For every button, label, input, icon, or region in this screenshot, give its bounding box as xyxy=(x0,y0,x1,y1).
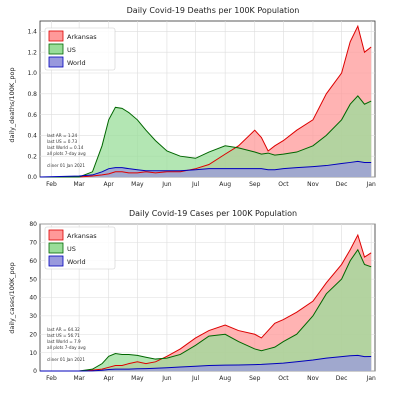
cases-chart-title: Daily Covid-19 Cases per 100K Population xyxy=(129,209,297,218)
deaths-y-tick-label: 0.2 xyxy=(27,153,37,160)
cases-legend-label-arkansas: Arkansas xyxy=(67,232,97,240)
deaths-stats-annotation: last AR = 1.24 last US = 0.73 last World… xyxy=(47,133,86,168)
deaths-area-us xyxy=(40,95,372,177)
deaths-stat-world: last World = 0.14 xyxy=(47,145,84,150)
cases-lines xyxy=(40,233,372,372)
deaths-x-tick-label: Feb xyxy=(46,181,57,188)
cases-credit: cliner 01 Jan 2021 xyxy=(47,357,85,362)
cases-y-tick-label: 20 xyxy=(29,331,37,338)
deaths-legend-label-us: US xyxy=(67,46,76,54)
deaths-stat-note: all plots 7-day avg xyxy=(47,151,86,156)
cases-legend-label-world: World xyxy=(67,258,86,266)
deaths-x-tick-label: Jan xyxy=(366,181,376,188)
deaths-legend-swatch-arkansas xyxy=(48,30,64,42)
cases-x-tick-label: Nov xyxy=(307,375,319,382)
deaths-lines xyxy=(39,24,372,178)
cases-area-world xyxy=(40,355,372,371)
deaths-x-tick-label: Apr xyxy=(104,181,115,188)
deaths-legend-swatch-us xyxy=(48,43,64,55)
cases-legend-swatch-arkansas xyxy=(48,229,64,241)
cases-stat-us: last US = 56.71 xyxy=(47,333,80,338)
deaths-legend-label-arkansas: Arkansas xyxy=(67,33,97,41)
deaths-x-tick-label: Dec xyxy=(336,181,348,188)
deaths-stat-us: last US = 0.73 xyxy=(47,139,77,144)
deaths-area-arkansas xyxy=(40,26,372,178)
deaths-x-tick-label: Oct xyxy=(278,181,289,188)
cases-y-tick-label: 80 xyxy=(29,221,37,228)
cases-x-tick-label: May xyxy=(131,375,144,382)
deaths-y-tick-label: 1.4 xyxy=(27,29,37,36)
deaths-y-axis-label: daily_deaths/100K_pop xyxy=(8,67,16,142)
cases-stat-note: all plots 7-day avg xyxy=(47,345,86,350)
deaths-stat-ar: last AR = 1.24 xyxy=(47,133,77,138)
deaths-y-tick-label: 0.0 xyxy=(27,174,37,181)
deaths-line-world xyxy=(39,160,372,178)
cases-stat-world: last World = 7.9 xyxy=(47,339,81,344)
cases-x-tick-label: Aug xyxy=(219,375,231,382)
cases-y-tick-label: 10 xyxy=(29,350,37,357)
cases-chart: Daily Covid-19 Cases per 100K Population… xyxy=(8,209,376,382)
cases-y-tick-label: 0 xyxy=(33,368,37,375)
cases-stat-ar: last AR = 64.32 xyxy=(47,327,80,332)
deaths-legend: Arkansas US World xyxy=(44,27,116,71)
deaths-x-tick-label: Jul xyxy=(191,181,200,188)
deaths-line-arkansas xyxy=(40,24,372,178)
deaths-x-tick-label: Sep xyxy=(249,181,261,188)
deaths-y-tick-label: 1.2 xyxy=(27,49,37,56)
cases-line-arkansas xyxy=(40,233,372,372)
cases-y-tick-label: 70 xyxy=(29,240,37,247)
cases-x-tick-label: Apr xyxy=(104,375,115,382)
cases-x-tick-label: Oct xyxy=(278,375,289,382)
cases-x-tick-label: Sep xyxy=(249,375,261,382)
cases-y-tick-label: 50 xyxy=(29,276,37,283)
deaths-x-tick-label: Aug xyxy=(219,181,231,188)
cases-y-axis-label: daily_cases/100K_pop xyxy=(8,262,16,333)
cases-areas xyxy=(40,235,372,371)
cases-x-tick-label: Dec xyxy=(336,375,348,382)
cases-y-tick-label: 60 xyxy=(29,258,37,265)
deaths-chart-title: Daily Covid-19 Deaths per 100K Populatio… xyxy=(127,6,300,15)
deaths-x-tick-label: Jun xyxy=(161,181,172,188)
cases-line-world xyxy=(40,354,372,372)
deaths-line-us xyxy=(40,95,372,178)
deaths-x-tick-label: May xyxy=(131,181,144,188)
cases-legend-swatch-us xyxy=(48,242,64,254)
cases-area-us xyxy=(40,249,372,371)
cases-legend: Arkansas US World xyxy=(44,226,116,270)
deaths-legend-swatch-world xyxy=(48,56,64,68)
cases-x-tick-label: Jul xyxy=(191,375,200,382)
cases-x-tick-label: Mar xyxy=(73,375,85,382)
cases-x-tick-label: Feb xyxy=(46,375,57,382)
deaths-credit: cliner 01 Jan 2021 xyxy=(47,163,85,168)
cases-area-arkansas xyxy=(40,235,372,371)
cases-y-tick-label: 30 xyxy=(29,313,37,320)
deaths-x-tick-label: Mar xyxy=(73,181,85,188)
cases-legend-label-us: US xyxy=(67,245,76,253)
cases-line-us xyxy=(40,248,372,372)
deaths-y-tick-label: 0.4 xyxy=(27,133,37,140)
cases-x-tick-label: Jun xyxy=(161,375,172,382)
deaths-chart: Daily Covid-19 Deaths per 100K Populatio… xyxy=(8,6,376,188)
deaths-x-tick-label: Nov xyxy=(307,181,319,188)
cases-legend-swatch-world xyxy=(48,255,64,267)
deaths-y-tick-label: 0.8 xyxy=(27,91,37,98)
deaths-legend-label-world: World xyxy=(67,59,86,67)
deaths-y-tick-label: 0.6 xyxy=(27,112,37,119)
cases-stats-annotation: last AR = 64.32 last US = 56.71 last Wor… xyxy=(47,327,86,362)
deaths-y-tick-label: 1.0 xyxy=(27,70,37,77)
cases-x-tick-label: Jan xyxy=(366,375,376,382)
cases-y-tick-label: 40 xyxy=(29,295,37,302)
